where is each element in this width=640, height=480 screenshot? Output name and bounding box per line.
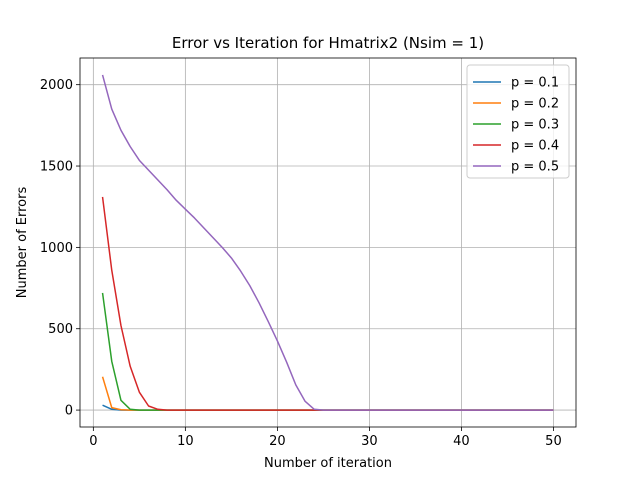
legend-label: p = 0.2: [511, 97, 559, 112]
x-tick-label: 30: [361, 434, 378, 449]
y-tick-label: 1000: [40, 241, 73, 256]
x-tick-label: 20: [269, 434, 286, 449]
series-group: [101, 74, 554, 411]
x-tick-label: 40: [453, 434, 470, 449]
y-axis-label: Number of Errors: [15, 187, 30, 299]
x-tick-label: 50: [545, 434, 562, 449]
x-tick-label: 0: [89, 434, 97, 449]
y-tick-label: 1500: [40, 160, 73, 175]
x-axis-label: Number of iteration: [264, 456, 392, 471]
plot-frame: [79, 57, 577, 428]
legend-label: p = 0.1: [511, 76, 559, 91]
legend-label: p = 0.5: [511, 160, 559, 175]
legend-label: p = 0.4: [511, 139, 559, 154]
legend-box: [466, 64, 570, 179]
chart-title: Error vs Iteration for Hmatrix2 (Nsim = …: [172, 34, 484, 52]
y-tick-label: 2000: [40, 78, 73, 93]
x-tick-label: 10: [177, 434, 194, 449]
legend-label: p = 0.3: [511, 118, 559, 133]
series-line-5: [101, 74, 554, 411]
y-tick-label: 0: [65, 404, 73, 419]
legend: p = 0.1 p = 0.2 p = 0.3 p = 0.4 p = 0.5: [466, 64, 570, 179]
y-tick-label: 500: [48, 322, 73, 337]
